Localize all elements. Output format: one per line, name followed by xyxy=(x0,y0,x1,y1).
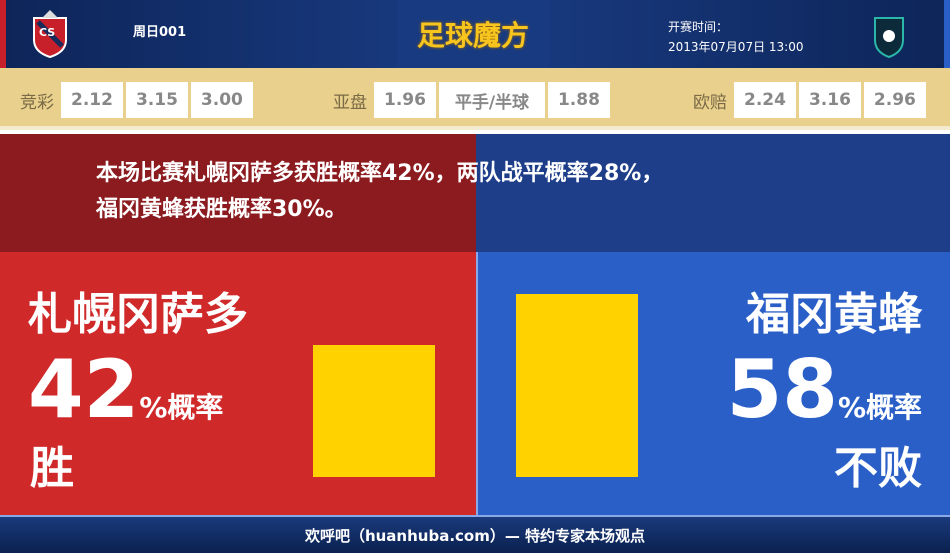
banner-home-bg xyxy=(0,134,476,252)
away-probability: 58%概率 xyxy=(727,350,922,448)
odds-value: 2.24 xyxy=(734,82,796,118)
home-pct-suffix: %概率 xyxy=(139,391,224,424)
home-team-logo-icon: CS xyxy=(33,10,67,58)
prediction-summary: 本场比赛札幌冈萨多获胜概率42%，两队战平概率28%， 福冈黄蜂获胜概率30%。 xyxy=(96,156,876,228)
home-panel: 札幌冈萨多 42%概率 胜 xyxy=(0,252,476,515)
match-number: 周日001 xyxy=(133,25,187,40)
odds-label: 竞彩 xyxy=(20,92,54,113)
away-pct-value: 58 xyxy=(726,343,838,436)
away-team-name: 福冈黄蜂 xyxy=(746,289,922,340)
odds-value: 2.12 xyxy=(61,82,123,118)
odds-jingcai: 竞彩 2.12 3.15 3.00 xyxy=(20,82,253,118)
kickoff-label: 开赛时间： xyxy=(668,20,729,34)
home-result: 胜 xyxy=(30,443,74,494)
odds-value: 1.96 xyxy=(374,82,436,118)
home-probability: 42%概率 xyxy=(28,350,223,448)
odds-oupei: 欧赔 2.24 3.16 2.96 xyxy=(693,82,926,118)
away-panel: 福冈黄蜂 58%概率 不败 xyxy=(476,252,950,515)
footer: 欢呼吧（huanhuba.com）— 特约专家本场观点 xyxy=(0,515,950,553)
away-result: 不败 xyxy=(834,443,922,494)
odds-value: 1.88 xyxy=(547,82,610,118)
home-color-strip xyxy=(0,0,6,68)
home-probability-bar xyxy=(313,344,435,477)
odds-value: 3.15 xyxy=(125,82,188,118)
odds-bar: 竞彩 2.12 3.15 3.00 亚盘 1.96 平手/半球 1.88 欧赔 … xyxy=(0,68,950,130)
summary-line: 本场比赛札幌冈萨多获胜概率42%，两队战平概率28%， xyxy=(96,161,664,186)
away-team-logo-icon xyxy=(874,17,904,58)
home-team-name: 札幌冈萨多 xyxy=(28,289,248,340)
svg-text:CS: CS xyxy=(39,26,55,39)
away-pct-suffix: %概率 xyxy=(837,391,922,424)
summary-line: 福冈黄蜂获胜概率30%。 xyxy=(96,197,347,222)
odds-value: 3.16 xyxy=(798,82,861,118)
kickoff-info: 开赛时间： 2013年07月07日 13:00 xyxy=(668,17,803,57)
brand-logo: 足球魔方 xyxy=(397,0,549,68)
banner-away-bg xyxy=(476,134,950,252)
odds-value: 3.00 xyxy=(190,82,253,118)
odds-label: 欧赔 xyxy=(693,92,727,113)
odds-value: 平手/半球 xyxy=(438,82,545,118)
odds-value: 2.96 xyxy=(863,82,926,118)
away-color-strip xyxy=(944,0,950,68)
away-probability-bar xyxy=(516,294,638,477)
odds-label: 亚盘 xyxy=(333,92,367,113)
kickoff-time: 2013年07月07日 13:00 xyxy=(668,40,804,54)
odds-yapan: 亚盘 1.96 平手/半球 1.88 xyxy=(333,82,610,118)
home-pct-value: 42 xyxy=(28,343,140,436)
header: CS 周日001 足球魔方 开赛时间： 2013年07月07日 13:00 xyxy=(0,0,950,68)
